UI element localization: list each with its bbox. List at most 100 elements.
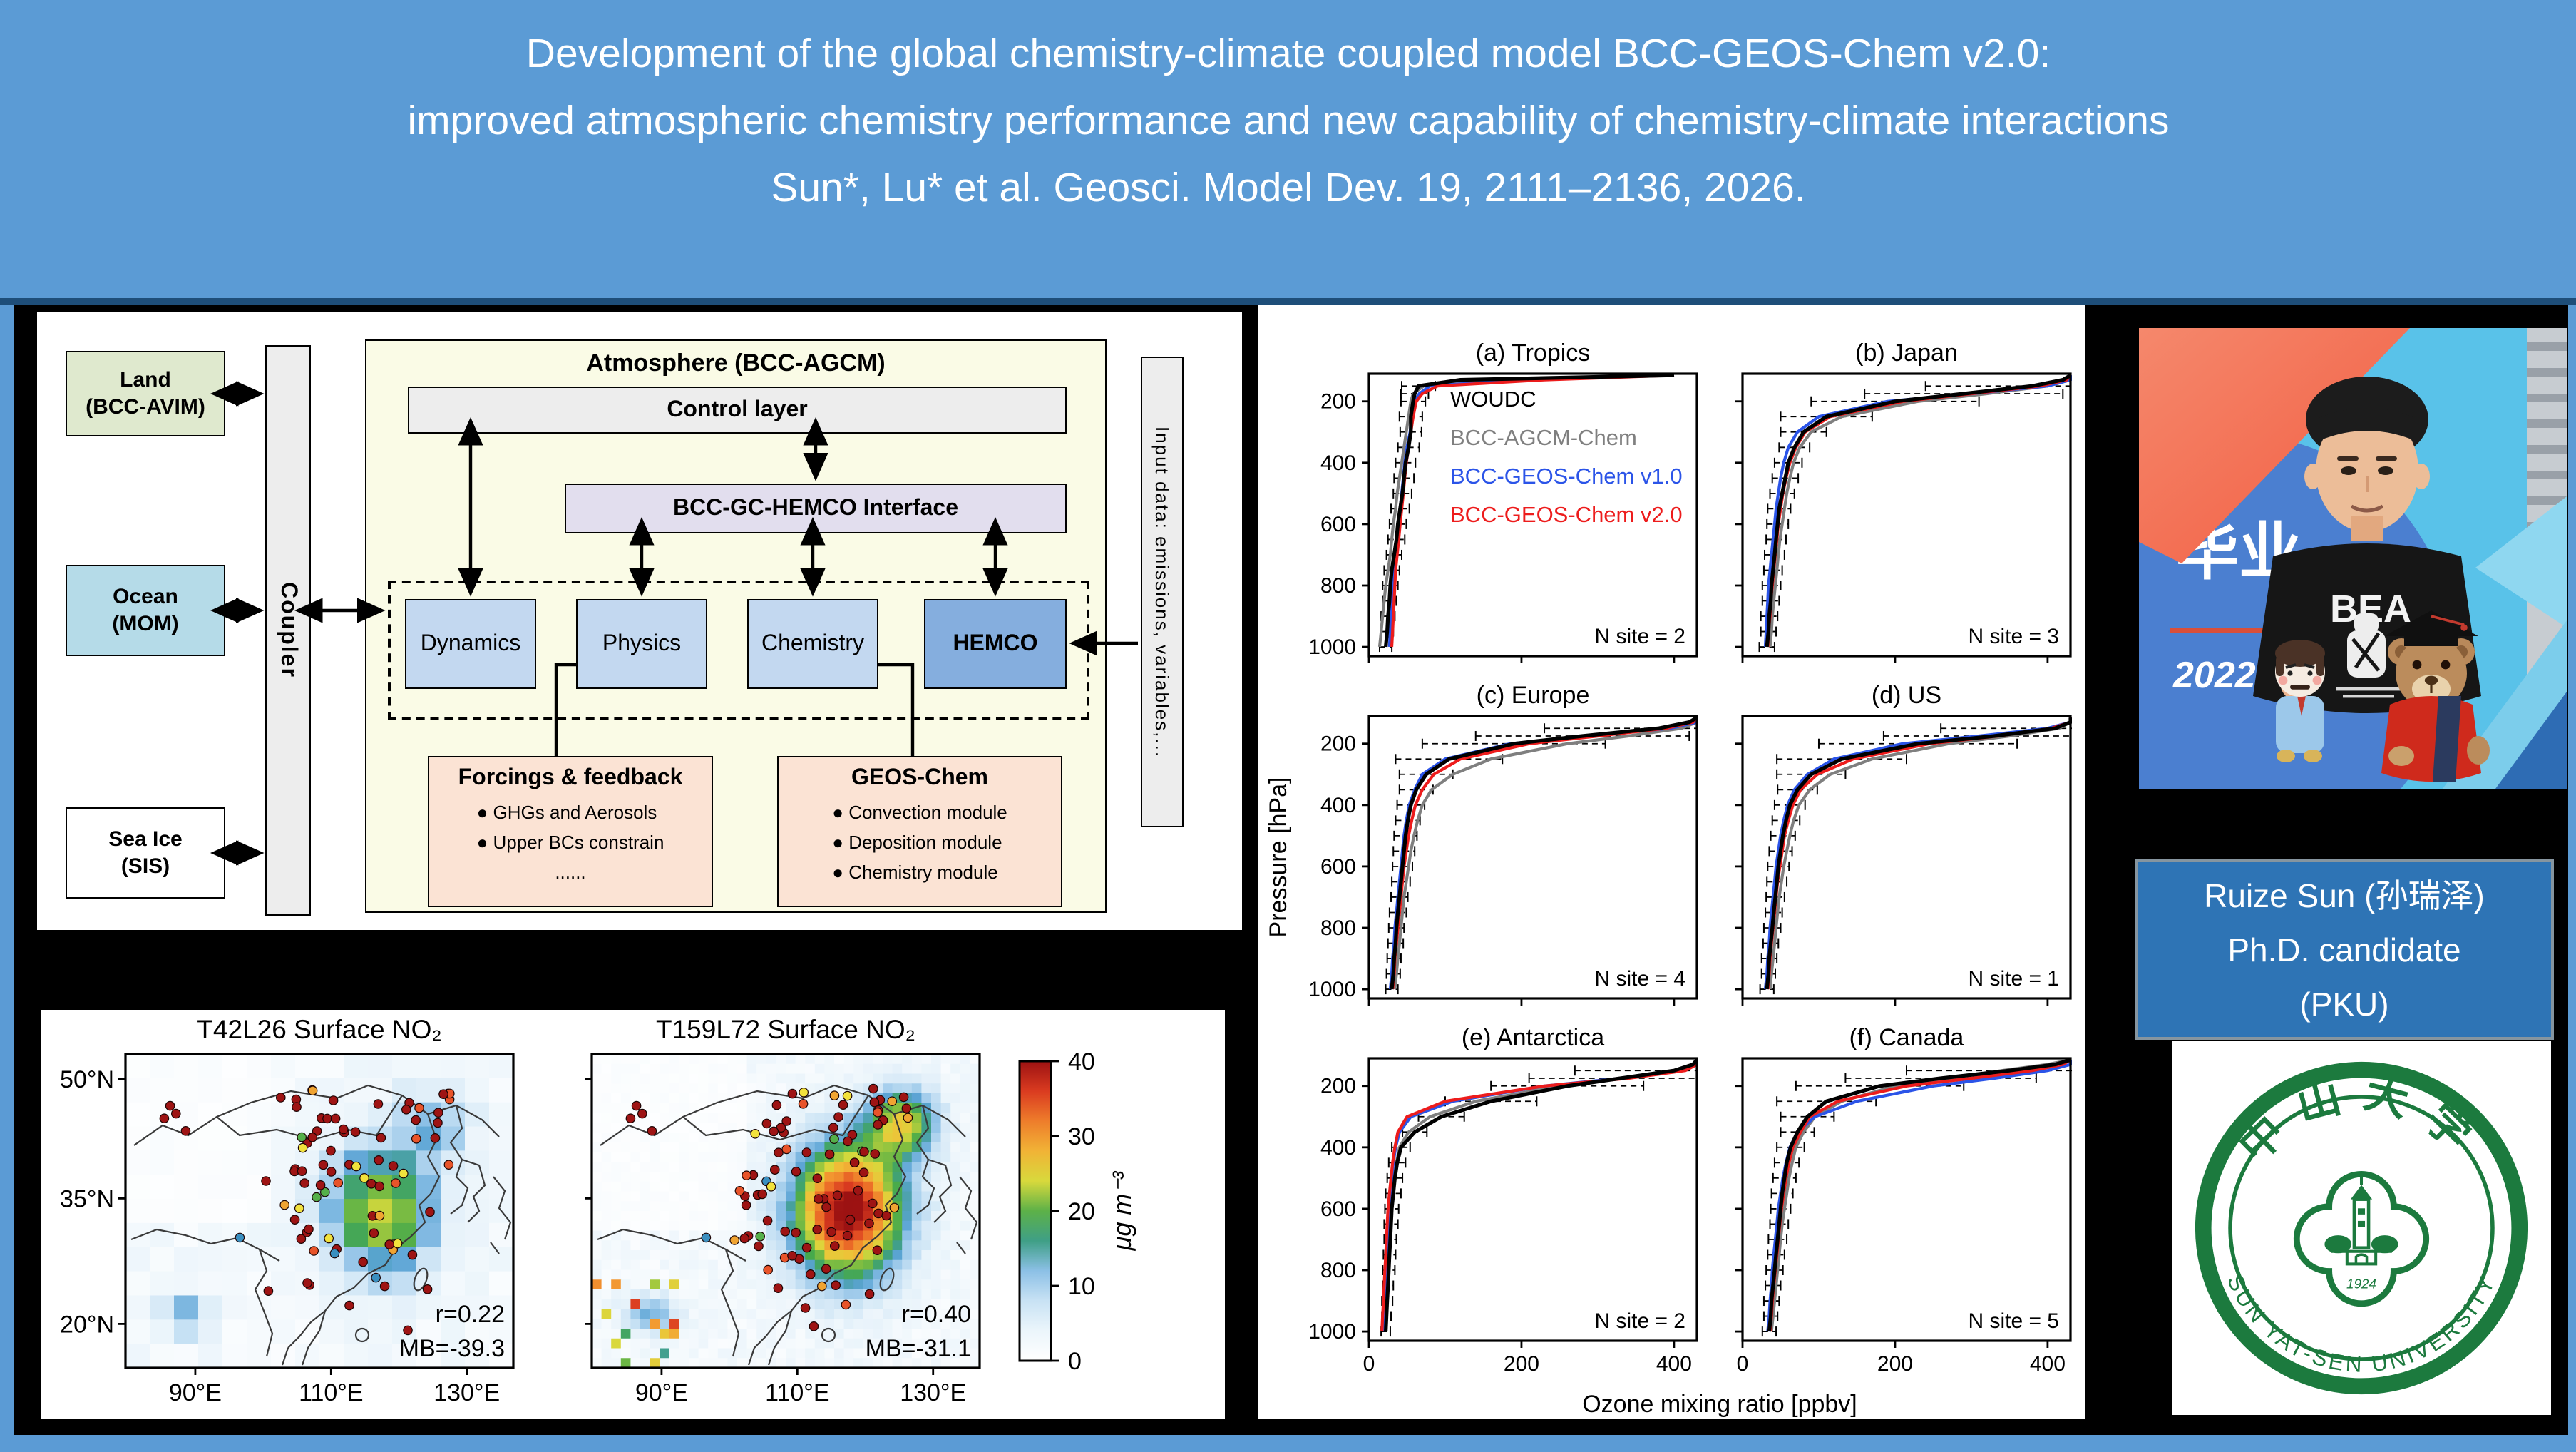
ocean-box: Ocean (MOM) xyxy=(66,565,225,656)
svg-text:130°E: 130°E xyxy=(900,1379,966,1406)
svg-text:BCC-AGCM-Chem: BCC-AGCM-Chem xyxy=(1450,425,1637,450)
hemco-label: HEMCO xyxy=(953,632,1038,656)
svg-text:(e) Antarctica: (e) Antarctica xyxy=(1462,1024,1604,1051)
svg-text:130°E: 130°E xyxy=(433,1379,500,1406)
author-photo: 毕业 2022 BEA xyxy=(2139,328,2567,789)
coupler-bar: Coupler xyxy=(265,345,311,916)
svg-text:MB=-31.1: MB=-31.1 xyxy=(866,1335,971,1362)
title-band: Development of the global chemistry-clim… xyxy=(0,0,2576,298)
svg-text:(c) Europe: (c) Europe xyxy=(1477,682,1590,709)
physics-box: Physics xyxy=(576,599,707,689)
header-divider xyxy=(0,298,2576,305)
land-box: Land (BCC-AVIM) xyxy=(66,351,225,436)
svg-text:Pressure [hPa]: Pressure [hPa] xyxy=(1265,777,1292,938)
svg-text:0: 0 xyxy=(1068,1348,1082,1375)
ocean-label: Ocean xyxy=(113,585,178,609)
plush-doll xyxy=(2275,640,2325,762)
seaice-sublabel: (SIS) xyxy=(120,854,170,879)
svg-text:N site = 3: N site = 3 xyxy=(1968,625,2059,648)
svg-text:400: 400 xyxy=(1320,451,1356,475)
svg-text:50°N: 50°N xyxy=(60,1066,114,1093)
geoschem-box: GEOS-Chem ● Convection module ● Depositi… xyxy=(777,756,1062,907)
forcings-bullet-3: ...... xyxy=(555,862,586,883)
svg-text:30: 30 xyxy=(1068,1123,1095,1150)
svg-text:(f) Canada: (f) Canada xyxy=(1849,1024,1964,1051)
land-sublabel: (BCC-AVIM) xyxy=(86,395,205,419)
svg-text:600: 600 xyxy=(1320,1197,1356,1221)
dynamics-box: Dynamics xyxy=(405,599,536,689)
forcings-title: Forcings & feedback xyxy=(458,766,683,790)
svg-text:110°E: 110°E xyxy=(765,1379,829,1406)
photo-illustration: 毕业 2022 BEA xyxy=(2139,328,2567,789)
forcings-box: Forcings & feedback ● GHGs and Aerosols … xyxy=(428,756,713,907)
svg-text:200: 200 xyxy=(1320,732,1356,756)
bullet-icon: ● xyxy=(476,802,488,823)
chemistry-label: Chemistry xyxy=(761,632,864,656)
svg-text:400: 400 xyxy=(1320,794,1356,817)
control-layer-label: Control layer xyxy=(667,398,808,422)
svg-text:r=0.22: r=0.22 xyxy=(436,1301,505,1328)
geoschem-bullet-1: Convection module xyxy=(848,802,1007,823)
svg-text:N site = 2: N site = 2 xyxy=(1594,1309,1685,1333)
bullet-icon: ● xyxy=(832,802,843,823)
land-label: Land xyxy=(120,368,171,392)
svg-text:400: 400 xyxy=(2030,1352,2066,1376)
diagram-arrows xyxy=(210,381,1138,866)
no2-maps-figure: T42L26 Surface NO₂ 90°E 110°E 130°E 50°N 35°N… xyxy=(60,1015,1136,1406)
forcings-bullet-2: Upper BCs constrain xyxy=(493,832,664,853)
plush-bear xyxy=(2381,610,2490,782)
backdrop-triangle-dark xyxy=(2495,692,2567,789)
no2-maps-panel: T42L26 Surface NO₂ 90°E 110°E 130°E 50°N 35°N… xyxy=(41,1010,1225,1419)
svg-text:BCC-GEOS-Chem v2.0: BCC-GEOS-Chem v2.0 xyxy=(1450,502,1683,527)
svg-text:1000: 1000 xyxy=(1308,635,1356,659)
university-logo-box: 中山大学 SUN YAT-SEN UNIVERSITY 1924 xyxy=(2172,1041,2551,1415)
ozone-profiles-figure: (a) Tropics 200 400 600 800 1000 N site = 2 WOU… xyxy=(1265,339,2072,1418)
svg-text:r=0.40: r=0.40 xyxy=(902,1301,971,1328)
author-affiliation: (PKU) xyxy=(2299,985,2389,1022)
svg-text:10: 10 xyxy=(1068,1273,1095,1300)
control-layer-box: Control layer xyxy=(408,387,1067,434)
svg-text:200: 200 xyxy=(1320,1075,1356,1098)
chemistry-box: Chemistry xyxy=(747,599,878,689)
svg-text:20°N: 20°N xyxy=(60,1311,114,1338)
svg-text:BCC-GEOS-Chem v1.0: BCC-GEOS-Chem v1.0 xyxy=(1450,464,1683,489)
svg-text:200: 200 xyxy=(1877,1352,1913,1376)
svg-text:600: 600 xyxy=(1320,855,1356,879)
svg-text:(d) US: (d) US xyxy=(1872,682,1941,709)
svg-text:μg m⁻³: μg m⁻³ xyxy=(1107,1171,1136,1252)
physics-label: Physics xyxy=(602,632,682,656)
svg-text:90°E: 90°E xyxy=(169,1379,222,1406)
svg-text:200: 200 xyxy=(1320,390,1356,414)
svg-text:800: 800 xyxy=(1320,574,1356,598)
svg-text:N site = 5: N site = 5 xyxy=(1968,1309,2059,1333)
svg-text:MB=-39.3: MB=-39.3 xyxy=(399,1335,505,1362)
sysu-logo: 中山大学 SUN YAT-SEN UNIVERSITY 1924 xyxy=(2195,1061,2528,1395)
title-line-2: improved atmospheric chemistry performan… xyxy=(407,98,2170,144)
svg-text:600: 600 xyxy=(1320,513,1356,536)
geoschem-title: GEOS-Chem xyxy=(851,766,988,790)
author-name: Ruize Sun (孙瑞泽) xyxy=(2204,876,2485,914)
svg-text:800: 800 xyxy=(1320,916,1356,940)
svg-text:400: 400 xyxy=(1656,1352,1692,1376)
ozone-profiles-panel: (a) Tropics 200 400 600 800 1000 N site = 2 WOU… xyxy=(1258,305,2085,1419)
geoschem-bullet-3: Chemistry module xyxy=(848,862,998,883)
bullet-icon: ● xyxy=(832,832,843,853)
svg-text:800: 800 xyxy=(1320,1259,1356,1282)
svg-text:40: 40 xyxy=(1068,1048,1095,1075)
svg-text:N site = 2: N site = 2 xyxy=(1594,625,1685,648)
author-degree: Ph.D. candidate xyxy=(2227,931,2461,968)
svg-text:1000: 1000 xyxy=(1308,978,1356,1001)
svg-text:N site = 4: N site = 4 xyxy=(1594,967,1685,991)
dynamics-label: Dynamics xyxy=(420,632,521,656)
input-data-bar: Input data: emissions, variables,... xyxy=(1141,357,1184,827)
seaice-label: Sea Ice xyxy=(108,827,183,852)
svg-text:0: 0 xyxy=(1363,1352,1375,1376)
geoschem-bullet-2: Deposition module xyxy=(848,832,1002,853)
backdrop-year-text: 2022 xyxy=(2172,655,2256,696)
input-data-label: Input data: emissions, variables,... xyxy=(1151,426,1173,758)
logo-tower xyxy=(2324,1175,2398,1266)
backdrop-triangle-light xyxy=(2475,496,2567,628)
author-name-box: Ruize Sun (孙瑞泽) Ph.D. candidate (PKU) xyxy=(2135,859,2554,1040)
svg-text:WOUDC: WOUDC xyxy=(1450,387,1536,411)
